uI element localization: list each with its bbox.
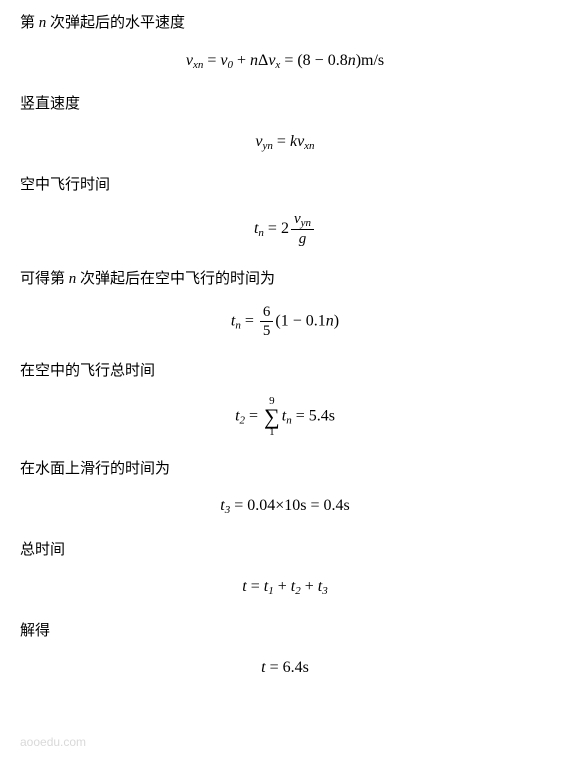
frac-den: g xyxy=(291,230,314,248)
op: = xyxy=(245,408,262,425)
sub: 3 xyxy=(322,585,328,597)
text-line-5: 在空中的飞行总时间 xyxy=(20,360,550,383)
frac-num: 6 xyxy=(260,304,274,322)
value: = 0.04×10s = 0.4s xyxy=(230,497,350,514)
op: = (8 − 0.8 xyxy=(280,52,347,69)
sub: yn xyxy=(301,217,311,229)
equation-vxn: vxn = v0 + nΔvx = (8 − 0.8n)m/s xyxy=(20,49,550,74)
frac-num: vyn xyxy=(291,211,314,230)
text: ) xyxy=(334,313,339,330)
text: 次弹起后在空中飞行的时间为 xyxy=(76,271,275,287)
equation-t-result: t = 6.4s xyxy=(20,656,550,680)
equation-t2-sum: t2 = 9 ∑ 1 tn = 5.4s xyxy=(20,396,550,438)
var-v: v xyxy=(186,52,193,69)
frac-den: 5 xyxy=(260,322,274,340)
var-v: v xyxy=(294,211,301,227)
text-line-1: 第 n 次弹起后的水平速度 xyxy=(20,12,550,35)
var-n: n xyxy=(348,52,356,69)
fraction: 6 5 xyxy=(260,304,274,340)
op: = xyxy=(247,578,264,595)
value: = 6.4s xyxy=(266,659,309,676)
equation-total-t: t = t1 + t2 + t3 xyxy=(20,575,550,600)
equation-t3: t3 = 0.04×10s = 0.4s xyxy=(20,494,550,519)
text-line-3: 空中飞行时间 xyxy=(20,174,550,197)
equation-vyn: vyn = kvxn xyxy=(20,130,550,155)
sub: xn xyxy=(193,59,203,71)
op: + xyxy=(274,578,291,595)
unit: )m/s xyxy=(356,52,384,69)
text: 可得第 xyxy=(20,271,69,287)
equation-tn-flight: tn = 2 vyn g xyxy=(20,211,550,248)
value: = 5.4s xyxy=(292,408,335,425)
text-line-8: 解得 xyxy=(20,620,550,643)
op: = xyxy=(203,52,220,69)
text-line-6: 在水面上滑行的时间为 xyxy=(20,458,550,481)
fraction: vyn g xyxy=(291,211,314,248)
var-v: v xyxy=(255,133,262,150)
text: 次弹起后的水平速度 xyxy=(46,15,185,31)
text-line-2: 竖直速度 xyxy=(20,93,550,116)
text-line-7: 总时间 xyxy=(20,539,550,562)
sigma-icon: ∑ xyxy=(264,407,280,427)
op: = xyxy=(273,133,290,150)
op: + xyxy=(301,578,318,595)
op: + xyxy=(233,52,250,69)
equation-tn-value: tn = 6 5 (1 − 0.1n) xyxy=(20,304,550,340)
text: (1 − 0.1 xyxy=(275,313,325,330)
watermark-text: aooedu.com xyxy=(20,733,86,751)
sum-symbol: 9 ∑ 1 xyxy=(264,396,280,438)
text: 第 xyxy=(20,15,39,31)
var-k: k xyxy=(290,133,297,150)
delta: Δ xyxy=(258,52,268,69)
text-line-4: 可得第 n 次弹起后在空中飞行的时间为 xyxy=(20,268,550,291)
var-n: n xyxy=(250,52,258,69)
var-n: n xyxy=(326,313,334,330)
op: = 2 xyxy=(264,220,289,237)
sub: yn xyxy=(263,140,273,152)
op: = xyxy=(241,313,258,330)
sub: xn xyxy=(304,140,314,152)
